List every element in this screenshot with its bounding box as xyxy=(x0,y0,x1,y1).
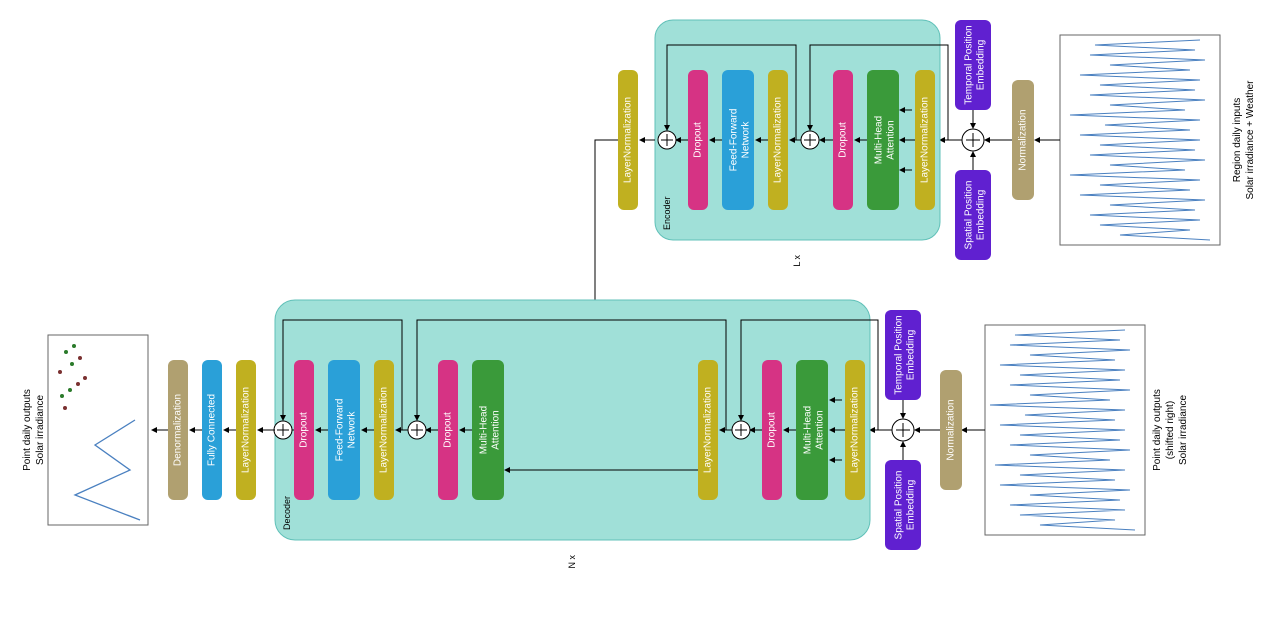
svg-text:LayerNormalization: LayerNormalization xyxy=(241,387,252,473)
encoder-repeat-label: L x xyxy=(792,255,802,267)
decoder-dropout2: Dropout xyxy=(438,360,458,500)
decoder-input-chart xyxy=(985,325,1145,535)
decoder-temporal-embedding: Temporal Position Embedding xyxy=(885,310,921,400)
architecture-diagram: Region daily inputs Solar irradiance + W… xyxy=(0,0,1280,640)
svg-text:Embedding: Embedding xyxy=(906,480,917,531)
decoder-input-caption-2: (shifted right) xyxy=(1165,401,1176,459)
decoder-ffn: Feed-Forward Network xyxy=(328,360,360,500)
svg-text:LayerNormalization: LayerNormalization xyxy=(773,97,784,183)
output-caption-1: Point daily outputs xyxy=(22,389,33,471)
svg-text:LayerNormalization: LayerNormalization xyxy=(379,387,390,473)
svg-text:Dropout: Dropout xyxy=(299,412,310,448)
svg-text:Attention: Attention xyxy=(491,410,502,449)
decoder-ln-final: LayerNormalization xyxy=(236,360,256,500)
svg-text:LayerNormalization: LayerNormalization xyxy=(623,97,634,183)
denormalization: Denormalization xyxy=(168,360,188,500)
decoder-dropout1: Dropout xyxy=(762,360,782,500)
encoder-ln2: LayerNormalization xyxy=(768,70,788,210)
output-caption-2: Solar irradiance xyxy=(35,395,46,465)
decoder-ln2: LayerNormalization xyxy=(698,360,718,500)
decoder-spatial-embedding: Spatial Position Embedding xyxy=(885,460,921,550)
encoder-input-caption-2: Solar irradiance + Weather xyxy=(1245,80,1256,200)
decoder-cross-mha: Multi-Head Attention xyxy=(472,360,504,500)
svg-text:Multi-Head: Multi-Head xyxy=(479,406,490,454)
svg-text:Temporal Position: Temporal Position xyxy=(894,315,905,394)
encoder-ln-final: LayerNormalization xyxy=(618,70,638,210)
svg-text:Embedding: Embedding xyxy=(976,190,987,241)
encoder-input-chart xyxy=(1060,35,1220,245)
encoder-label: Encoder xyxy=(662,196,672,230)
decoder-normalization: Normalization xyxy=(940,370,962,490)
decoder-input-caption-1: Point daily outputs xyxy=(1152,389,1163,471)
encoder-mha: Multi-Head Attention xyxy=(867,70,899,210)
encoder-normalization: Normalization xyxy=(1012,80,1034,200)
decoder-dropout3: Dropout xyxy=(294,360,314,500)
svg-text:Dropout: Dropout xyxy=(443,412,454,448)
encoder-ln1: LayerNormalization xyxy=(915,70,935,210)
decoder-self-mha: Multi-Head Attention xyxy=(796,360,828,500)
svg-text:Feed-Forward: Feed-Forward xyxy=(335,399,346,462)
encoder-dropout2: Dropout xyxy=(688,70,708,210)
svg-text:Embedding: Embedding xyxy=(976,40,987,91)
fully-connected: Fully Connected xyxy=(202,360,222,500)
svg-text:LayerNormalization: LayerNormalization xyxy=(703,387,714,473)
svg-text:Multi-Head: Multi-Head xyxy=(803,406,814,454)
decoder-repeat-label: N x xyxy=(567,555,577,569)
svg-text:Network: Network xyxy=(347,411,358,449)
svg-text:Normalization: Normalization xyxy=(1018,109,1029,170)
encoder-dropout1: Dropout xyxy=(833,70,853,210)
svg-text:Embedding: Embedding xyxy=(906,330,917,381)
svg-text:Denormalization: Denormalization xyxy=(173,394,184,466)
svg-text:Spatial Position: Spatial Position xyxy=(964,181,975,250)
svg-text:LayerNormalization: LayerNormalization xyxy=(920,97,931,183)
encoder-temporal-embedding: Temporal Position Embedding xyxy=(955,20,991,110)
decoder-ln3: LayerNormalization xyxy=(374,360,394,500)
svg-text:Network: Network xyxy=(741,121,752,159)
decoder-label: Decoder xyxy=(282,496,292,530)
svg-text:Temporal Position: Temporal Position xyxy=(964,25,975,104)
encoder-ffn: Feed-Forward Network xyxy=(722,70,754,210)
svg-text:Multi-Head: Multi-Head xyxy=(874,116,885,164)
decoder-ln1: LayerNormalization xyxy=(845,360,865,500)
svg-text:Dropout: Dropout xyxy=(767,412,778,448)
encoder-spatial-embedding: Spatial Position Embedding xyxy=(955,170,991,260)
encoder-input-caption-1: Region daily inputs xyxy=(1232,98,1243,183)
output-chart xyxy=(48,335,148,525)
svg-text:Spatial Position: Spatial Position xyxy=(894,471,905,540)
svg-text:Attention: Attention xyxy=(815,410,826,449)
svg-text:Dropout: Dropout xyxy=(838,122,849,158)
svg-text:Attention: Attention xyxy=(886,120,897,159)
svg-text:Feed-Forward: Feed-Forward xyxy=(729,109,740,172)
decoder-input-caption-3: Solar irradiance xyxy=(1178,395,1189,465)
svg-text:Normalization: Normalization xyxy=(946,399,957,460)
svg-text:Dropout: Dropout xyxy=(693,122,704,158)
svg-text:Fully Connected: Fully Connected xyxy=(207,394,218,466)
svg-text:LayerNormalization: LayerNormalization xyxy=(850,387,861,473)
